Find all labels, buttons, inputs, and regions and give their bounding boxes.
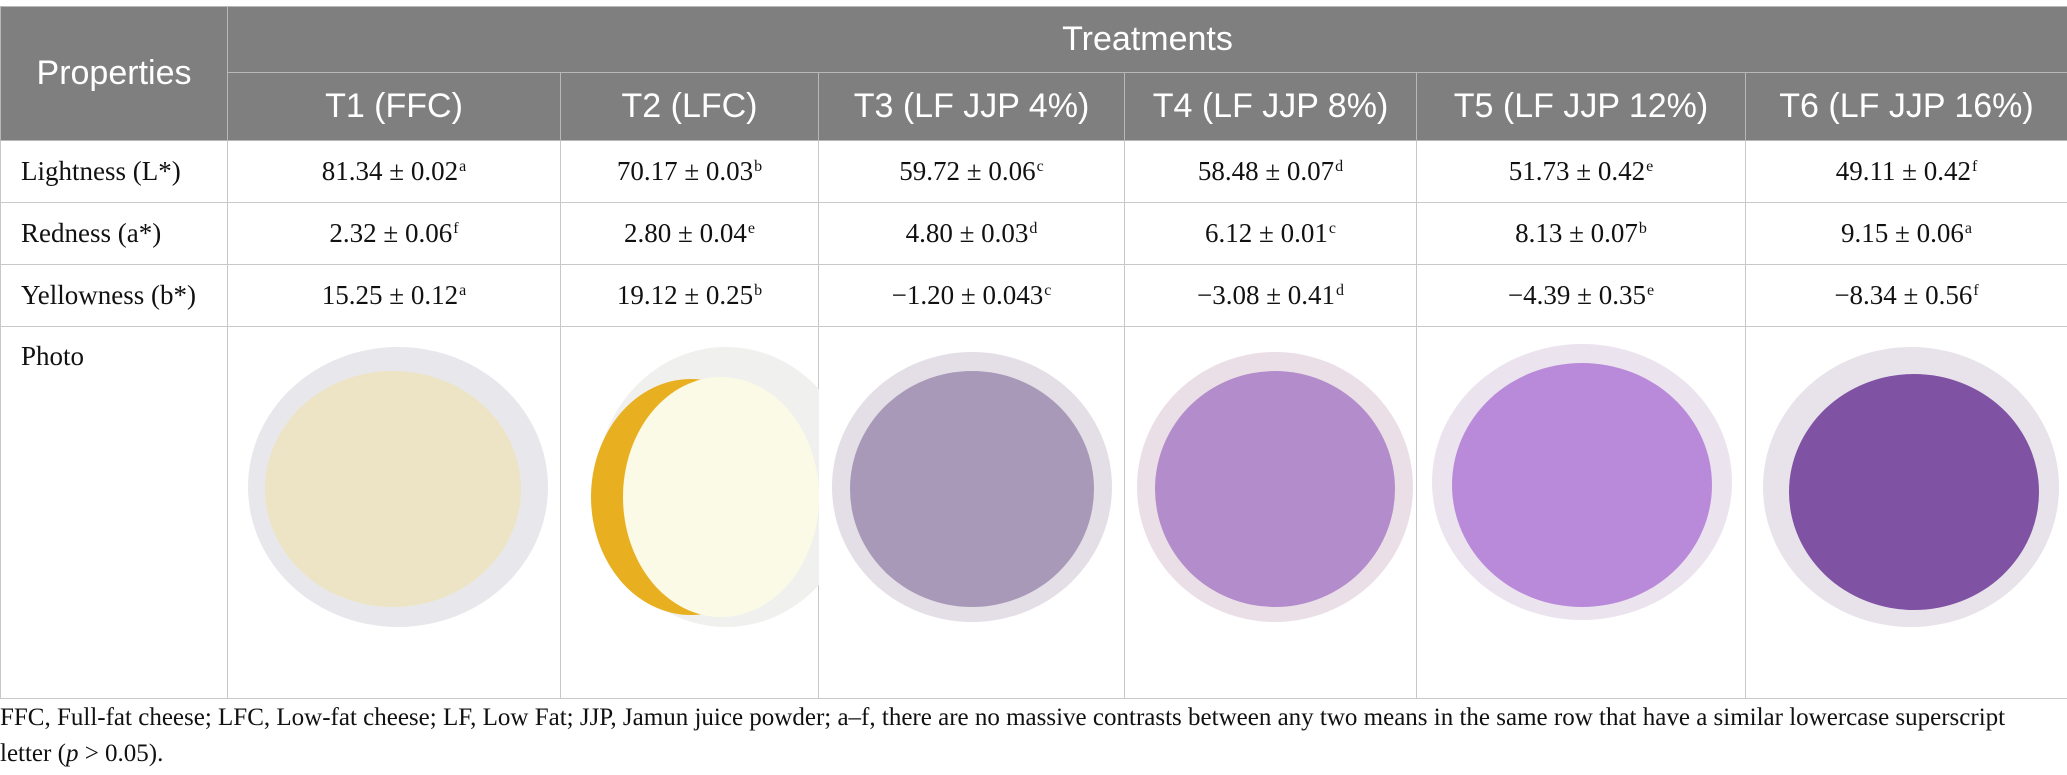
cell: 51.73 ± 0.42e bbox=[1416, 140, 1746, 203]
cell-value: 19.12 ± 0.25 bbox=[616, 280, 754, 310]
cell-value: 4.80 ± 0.03 bbox=[905, 218, 1029, 248]
cell-value: 51.73 ± 0.42 bbox=[1508, 156, 1646, 186]
treatments-header: Treatments bbox=[226, 6, 2067, 73]
cell: 2.32 ± 0.06f bbox=[227, 202, 561, 265]
cell: −4.39 ± 0.35e bbox=[1416, 264, 1746, 327]
cell-superscript: e bbox=[1646, 158, 1654, 175]
cell-value: 6.12 ± 0.01 bbox=[1205, 218, 1328, 248]
cell-superscript: c bbox=[1328, 220, 1336, 237]
cell: 58.48 ± 0.07d bbox=[1124, 140, 1417, 203]
footnote-text: FFC, Full-fat cheese; LFC, Low-fat chees… bbox=[0, 704, 2006, 767]
photo bbox=[1416, 326, 1746, 699]
cell-superscript: d bbox=[1336, 282, 1345, 299]
cell-value: −1.20 ± 0.043 bbox=[891, 280, 1044, 310]
cell-value: 15.25 ± 0.12 bbox=[321, 280, 459, 310]
table-body: Lightness (L*) 81.34 ± 0.02a 70.17 ± 0.03b… bbox=[0, 140, 2067, 327]
cell-superscript: f bbox=[1972, 158, 1978, 175]
cheese-photo bbox=[591, 347, 856, 627]
column-header: T4 (LF JJP 8%) bbox=[1124, 72, 1417, 141]
column-header: T6 (LF JJP 16%) bbox=[1744, 72, 2067, 141]
cell-value: 70.17 ± 0.03 bbox=[616, 156, 754, 186]
column-header: T5 (LF JJP 12%) bbox=[1416, 72, 1746, 141]
footnote-italic: p bbox=[65, 740, 79, 767]
cheese-photo bbox=[832, 352, 1112, 622]
photo bbox=[1744, 326, 2067, 699]
cell: 70.17 ± 0.03b bbox=[560, 140, 819, 203]
cell: 15.25 ± 0.12a bbox=[227, 264, 561, 327]
cell-superscript: f bbox=[453, 220, 459, 237]
cell-value: 2.80 ± 0.04 bbox=[624, 218, 747, 248]
cell-value: 81.34 ± 0.02 bbox=[321, 156, 459, 186]
cell-value: 9.15 ± 0.06 bbox=[1841, 218, 1964, 248]
cell-value: 58.48 ± 0.07 bbox=[1197, 156, 1335, 186]
column-header: T1 (FFC) bbox=[227, 72, 561, 141]
cell-value: 49.11 ± 0.42 bbox=[1835, 156, 1972, 186]
cheese-photo bbox=[1137, 352, 1413, 622]
cell-value: 59.72 ± 0.06 bbox=[899, 156, 1036, 186]
cell: 4.80 ± 0.03d bbox=[818, 202, 1125, 265]
cell-superscript: b bbox=[754, 282, 763, 299]
row-label: Redness (a*) bbox=[0, 202, 228, 265]
cell-value: 8.13 ± 0.07 bbox=[1515, 218, 1638, 248]
header-row: Properties Treatments bbox=[0, 6, 2067, 141]
cell: 49.11 ± 0.42f bbox=[1744, 140, 2067, 203]
cheese-photo bbox=[1763, 347, 2059, 627]
properties-table: Properties Treatments T1 (FFC) T2 (LFC) T3… bbox=[0, 6, 2067, 699]
photo-row: Photo bbox=[0, 326, 2067, 699]
cell-superscript: d bbox=[1029, 220, 1038, 237]
photo bbox=[560, 326, 856, 699]
row-label: Yellowness (b*) bbox=[0, 264, 228, 327]
cell: 81.34 ± 0.02a bbox=[227, 140, 561, 203]
cell-superscript: b bbox=[754, 158, 763, 175]
column-header: T2 (LFC) bbox=[560, 72, 819, 141]
cell: 19.12 ± 0.25b bbox=[560, 264, 819, 327]
data-row: Lightness (L*) 81.34 ± 0.02a 70.17 ± 0.03b… bbox=[0, 140, 2067, 203]
cell-superscript: c bbox=[1044, 282, 1052, 299]
cell-superscript: a bbox=[459, 282, 467, 299]
cell-superscript: e bbox=[747, 220, 755, 237]
data-row: Redness (a*) 2.32 ± 0.06f 2.80 ± 0.04e 4.80… bbox=[0, 202, 2067, 265]
cell-value: −8.34 ± 0.56 bbox=[1834, 280, 1973, 310]
cell: 2.80 ± 0.04e bbox=[560, 202, 819, 265]
cell-value: −4.39 ± 0.35 bbox=[1507, 280, 1646, 310]
properties-header: Properties bbox=[0, 6, 228, 141]
footnote: FFC, Full-fat cheese; LFC, Low-fat chees… bbox=[0, 700, 2060, 772]
cell-superscript: f bbox=[1973, 282, 1979, 299]
cheese-photo bbox=[248, 347, 548, 627]
header-row: T1 (FFC) T2 (LFC) T3 (LF JJP 4%) T4 (LF JJP… bbox=[1, 72, 2067, 141]
cell: 59.72 ± 0.06c bbox=[818, 140, 1125, 203]
footnote-text: > 0.05). bbox=[78, 740, 164, 767]
cell-value: −3.08 ± 0.41 bbox=[1196, 280, 1336, 310]
row-label: Lightness (L*) bbox=[0, 140, 228, 203]
row-label: Photo bbox=[0, 326, 228, 699]
cell: −3.08 ± 0.41d bbox=[1124, 264, 1417, 327]
cell-superscript: a bbox=[1964, 220, 1972, 237]
cell-value: 2.32 ± 0.06 bbox=[329, 218, 453, 248]
cell: 6.12 ± 0.01c bbox=[1124, 202, 1417, 265]
cell-superscript: d bbox=[1335, 158, 1344, 175]
cell-superscript: a bbox=[459, 158, 467, 175]
photo bbox=[1124, 326, 1417, 699]
photo bbox=[227, 326, 561, 699]
cell: −1.20 ± 0.043c bbox=[818, 264, 1125, 327]
cell-superscript: e bbox=[1646, 282, 1655, 299]
cell: 8.13 ± 0.07b bbox=[1416, 202, 1746, 265]
cell-superscript: c bbox=[1036, 158, 1044, 175]
cell: 9.15 ± 0.06a bbox=[1744, 202, 2067, 265]
photo bbox=[818, 326, 1125, 699]
cheese-photo bbox=[1432, 344, 1732, 620]
column-header: T3 (LF JJP 4%) bbox=[818, 72, 1125, 141]
data-row: Yellowness (b*) 15.25 ± 0.12a 19.12 ± 0.25… bbox=[0, 264, 2067, 327]
cell: −8.34 ± 0.56f bbox=[1744, 264, 2067, 327]
cell-superscript: b bbox=[1638, 220, 1647, 237]
